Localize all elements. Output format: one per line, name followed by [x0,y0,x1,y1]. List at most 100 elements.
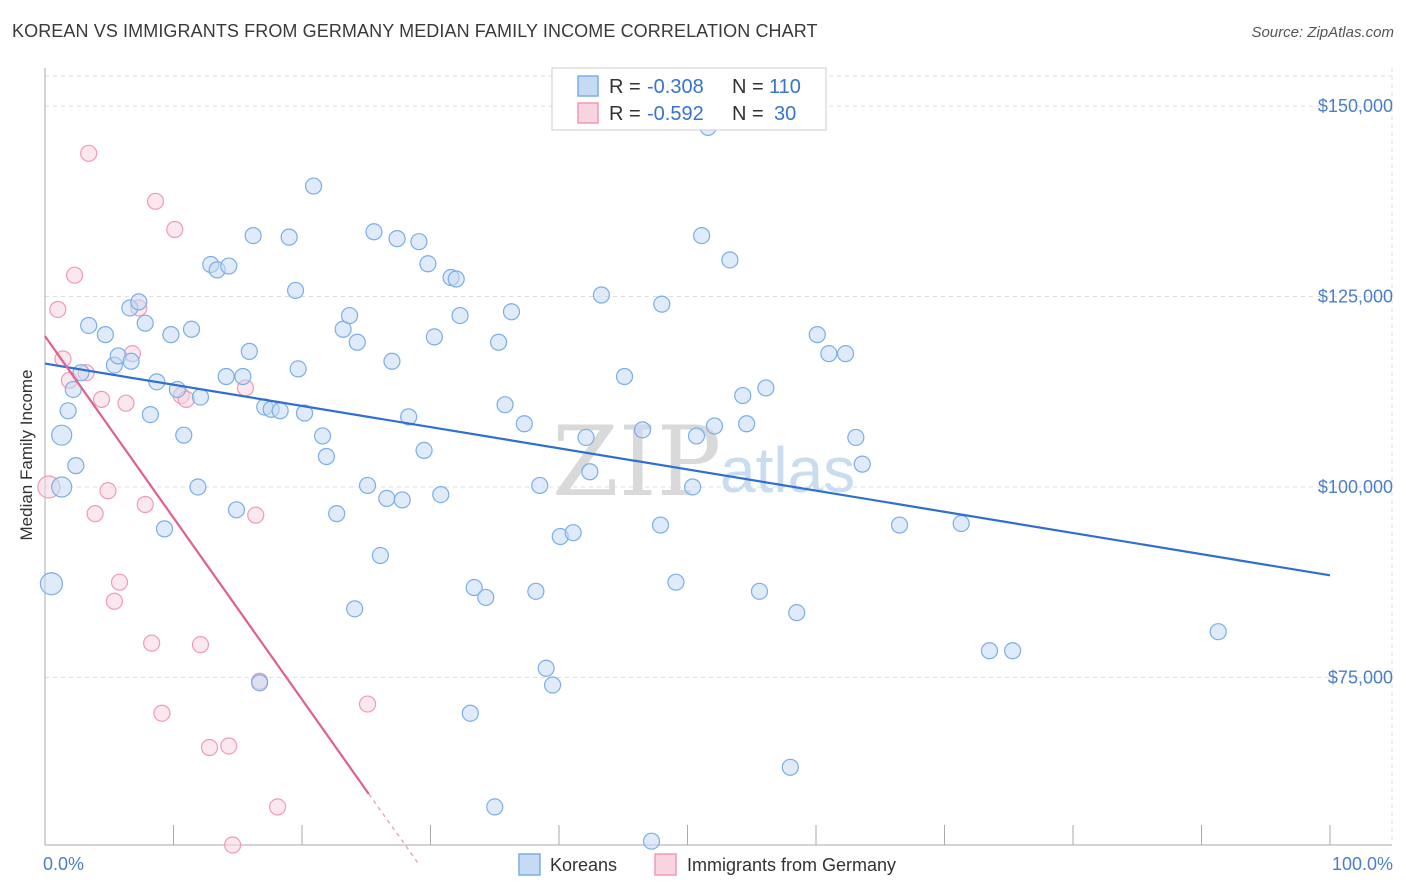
koreans-point [738,415,756,433]
koreans-point [853,455,871,473]
germany-points [37,144,377,854]
germany-point [200,738,219,757]
koreans-point [684,478,702,496]
koreans-point [244,226,262,245]
koreans-point [667,573,685,591]
koreans-point [286,281,305,300]
koreans-point [182,320,201,338]
germany-point [153,704,171,722]
koreans-point [820,345,838,363]
koreans-point [162,326,180,344]
koreans-point [346,600,364,618]
koreans-point [581,463,599,481]
germany-point [268,798,287,816]
germany-point [99,482,117,500]
legend-germany-n-label: N = [732,103,764,125]
legend-koreans-swatch [577,75,599,97]
koreans-point [191,388,210,406]
koreans-point [734,386,752,405]
y-tick-label: $125,000 [1318,287,1393,307]
koreans-point [564,524,582,542]
legend-germany-n-value: 30 [774,103,796,125]
y-axis-label: Median Family Income [17,369,36,540]
koreans-point [289,360,307,378]
koreans-point [502,303,521,321]
watermark-atlas: atlas [720,434,855,506]
watermark: ZIP atlas [552,406,855,518]
koreans-point [122,352,140,370]
koreans-point [721,251,739,269]
koreans-point [189,478,207,496]
koreans-point [537,659,555,677]
koreans-point [836,345,855,363]
koreans-point [425,328,443,346]
chart-title: KOREAN VS IMMIGRANTS FROM GERMANY MEDIAN… [12,21,818,41]
koreans-point [67,457,85,475]
koreans-point [1209,623,1227,641]
koreans-point [365,223,383,241]
koreans-point [280,228,298,246]
koreans-point [136,314,154,332]
legend-koreans-r-label: R = [609,76,641,98]
koreans-point [952,514,970,533]
koreans-point [155,520,174,538]
koreans-point [496,396,514,414]
koreans-point [317,447,336,466]
germany-point [49,300,67,319]
koreans-point [461,704,479,722]
koreans-point [705,417,724,435]
trend-lines [44,335,1331,863]
koreans-point [250,674,269,692]
x-tick-label-min: 0.0% [43,854,84,874]
koreans-point [271,402,289,420]
koreans-point [577,428,595,447]
koreans-point [358,476,377,495]
koreans-point [388,230,406,248]
koreans-point [393,491,411,509]
koreans-point [220,257,238,275]
germany-point [86,505,104,523]
germany-point [224,836,242,854]
koreans-point [141,406,159,424]
koreans-point [227,501,246,519]
koreans-trend-line [44,362,1331,577]
koreans-point [477,588,495,607]
legend-germany-swatch [577,102,599,124]
koreans-point [633,421,652,439]
koreans-point [51,476,73,498]
germany-point [65,266,84,284]
legend-koreans-n-label: N = [732,76,764,98]
germany-point [92,390,111,408]
bottom-legend-koreans-label: Koreans [550,855,617,875]
y-tick-label: $150,000 [1318,96,1393,116]
koreans-point [415,441,433,460]
koreans-point [653,295,671,313]
koreans-point [130,293,148,311]
koreans-point [383,352,401,370]
x-tick-label-max: 100.0% [1332,854,1393,874]
germany-trend-line [44,335,370,795]
koreans-point [642,832,661,850]
bottom-legend: Koreans Immigrants from Germany [518,853,896,876]
koreans-point [890,516,909,534]
legend-germany-r-label: R = [609,103,641,125]
koreans-point [217,367,235,386]
germany-point [146,192,165,210]
germany-point [136,495,154,514]
koreans-point [543,676,562,694]
koreans-point [295,404,314,422]
bottom-legend-koreans-swatch [518,853,541,876]
koreans-point [788,604,806,622]
koreans-point [240,342,258,360]
koreans-point [59,402,77,420]
germany-point [80,144,98,162]
koreans-point [447,270,465,288]
koreans-point [51,424,73,446]
y-tick-label: $75,000 [1328,667,1393,687]
koreans-point [615,367,634,386]
germany-point [143,634,161,652]
koreans-point [750,582,769,600]
bottom-legend-germany-swatch [654,853,677,876]
koreans-point [687,427,706,445]
koreans-point [693,226,711,245]
